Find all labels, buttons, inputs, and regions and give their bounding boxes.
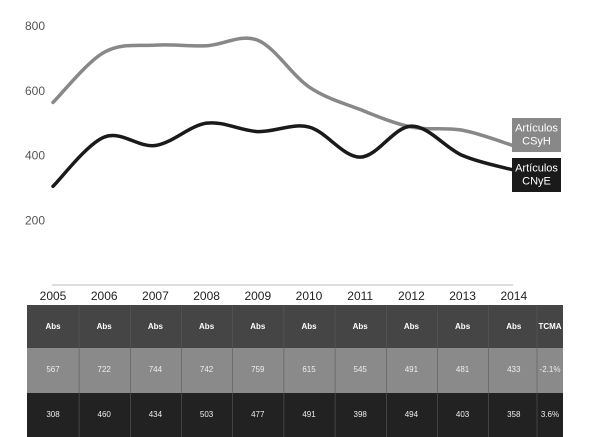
x-tick-label: 2007 — [142, 289, 169, 303]
table-header: Abs — [199, 322, 215, 331]
table-cell: 722 — [98, 365, 112, 374]
table-cell: -2.1% — [540, 365, 561, 374]
table-cell: 3.6% — [541, 410, 559, 419]
table-cell: 433 — [507, 365, 521, 374]
x-tick-label: 2014 — [500, 289, 527, 303]
x-tick-label: 2006 — [91, 289, 118, 303]
table-cell: 434 — [149, 410, 163, 419]
table-header: Abs — [250, 322, 266, 331]
table-cell: 403 — [456, 410, 470, 419]
table-header: Abs — [148, 322, 164, 331]
legend-label: Artículos CNyE — [515, 162, 558, 187]
x-tick-label: 2011 — [347, 289, 373, 303]
table-cell: 567 — [46, 365, 60, 374]
table-cell: 545 — [354, 365, 368, 374]
y-tick-label: 400 — [25, 149, 45, 163]
x-tick-label: 2013 — [449, 289, 476, 303]
legend-box — [512, 158, 561, 192]
table-header: Abs — [404, 322, 420, 331]
table-row — [27, 348, 563, 393]
table-cell: 615 — [302, 365, 316, 374]
series-line — [51, 121, 516, 189]
y-tick-label: 200 — [25, 213, 45, 227]
x-tick-label: 2005 — [40, 289, 67, 303]
table-row — [27, 393, 563, 437]
table-cell: 477 — [251, 410, 265, 419]
table-cell: 494 — [405, 410, 419, 419]
legend-box — [512, 118, 561, 152]
table-cell: 460 — [98, 410, 112, 419]
table-cell: 759 — [251, 365, 265, 374]
x-tick-label: 2009 — [244, 289, 271, 303]
x-tick-label: 2010 — [296, 289, 323, 303]
series-line — [51, 36, 516, 148]
table-cell: 491 — [302, 410, 316, 419]
y-tick-label: 800 — [25, 19, 45, 33]
table-cell: 358 — [507, 410, 521, 419]
table-cell: 491 — [405, 365, 419, 374]
table-cell: 398 — [354, 410, 368, 419]
table-cell: 503 — [200, 410, 214, 419]
table-cell: 742 — [200, 365, 214, 374]
y-tick-label: 600 — [25, 84, 45, 98]
table-header: Abs — [506, 322, 522, 331]
x-tick-label: 2008 — [193, 289, 220, 303]
table-header: Abs — [455, 322, 471, 331]
table-header: TCMA — [538, 322, 561, 331]
legend-label: Artículos CSyH — [515, 122, 558, 147]
table-header: Abs — [97, 322, 113, 331]
table-cell: 744 — [149, 365, 163, 374]
table-row — [27, 305, 563, 348]
table-header: Abs — [301, 322, 317, 331]
table-header: Abs — [45, 322, 61, 331]
table-header: Abs — [353, 322, 369, 331]
x-tick-label: 2012 — [398, 289, 425, 303]
table-cell: 481 — [456, 365, 470, 374]
table-cell: 308 — [46, 410, 60, 419]
